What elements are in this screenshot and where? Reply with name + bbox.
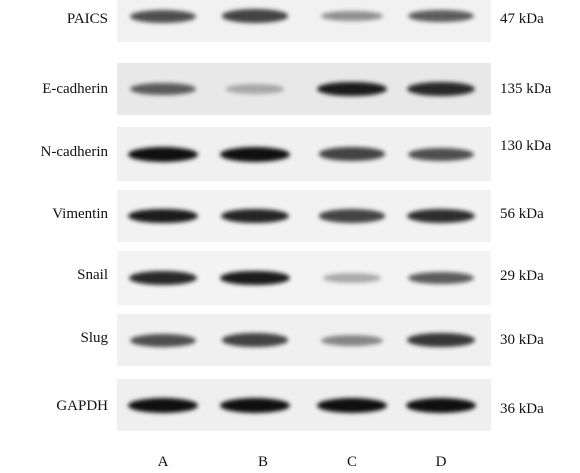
band-e-cadherin-lane-c [317, 81, 387, 97]
kda-label-paics: 47 kDa [500, 11, 544, 27]
lane-label-d: D [435, 454, 447, 470]
band-n-cadherin-lane-b [220, 146, 290, 162]
band-e-cadherin-lane-a [130, 82, 196, 96]
band-snail-lane-d [408, 271, 474, 285]
protein-label-vimentin: Vimentin [52, 206, 108, 222]
band-slug-lane-c [321, 334, 383, 346]
protein-label-snail: Snail [77, 267, 108, 283]
blot-panel-e-cadherin [117, 63, 491, 115]
band-vimentin-lane-d [406, 208, 476, 223]
band-gapdh-lane-c [317, 397, 387, 413]
kda-label-slug: 30 kDa [500, 332, 544, 348]
band-snail-lane-a [128, 270, 198, 286]
blot-panel-snail [117, 251, 491, 305]
band-n-cadherin-lane-a [128, 146, 198, 162]
band-paics-lane-c [321, 10, 383, 22]
kda-label-e-cadherin: 135 kDa [500, 81, 552, 97]
lane-label-b: B [257, 454, 268, 470]
lane-label-c: C [346, 454, 357, 470]
band-gapdh-lane-b [220, 397, 290, 413]
kda-label-n-cadherin: 130 kDa [500, 138, 552, 154]
protein-label-gapdh: GAPDH [56, 398, 108, 414]
band-vimentin-lane-a [128, 208, 198, 224]
band-slug-lane-a [130, 333, 196, 347]
blot-panel-vimentin [117, 190, 491, 242]
band-paics-lane-b [221, 9, 289, 23]
band-n-cadherin-lane-d [408, 147, 474, 161]
kda-label-vimentin: 56 kDa [500, 206, 544, 222]
blot-panel-gapdh [117, 379, 491, 431]
protein-label-slug: Slug [80, 330, 108, 346]
band-n-cadherin-lane-c [318, 147, 386, 161]
blot-panel-n-cadherin [117, 127, 491, 181]
band-snail-lane-b [220, 270, 290, 286]
band-vimentin-lane-b [220, 208, 290, 224]
band-snail-lane-c [322, 273, 382, 283]
lane-label-a: A [157, 454, 169, 470]
protein-label-e-cadherin: E-cadherin [42, 81, 108, 97]
protein-label-paics: PAICS [66, 11, 108, 27]
band-gapdh-lane-a [128, 397, 198, 413]
kda-label-gapdh: 36 kDa [500, 401, 544, 417]
kda-label-snail: 29 kDa [500, 268, 544, 284]
band-gapdh-lane-d [406, 397, 476, 413]
band-slug-lane-b [221, 333, 289, 347]
band-slug-lane-d [407, 333, 475, 347]
band-vimentin-lane-c [318, 209, 386, 223]
blot-panel-slug [117, 314, 491, 366]
protein-label-n-cadherin: N-cadherin [40, 144, 108, 160]
band-paics-lane-d [408, 9, 474, 23]
band-e-cadherin-lane-d [406, 81, 476, 97]
blot-panel-paics [117, 0, 491, 42]
band-e-cadherin-lane-b [225, 84, 285, 94]
band-paics-lane-a [130, 9, 196, 23]
